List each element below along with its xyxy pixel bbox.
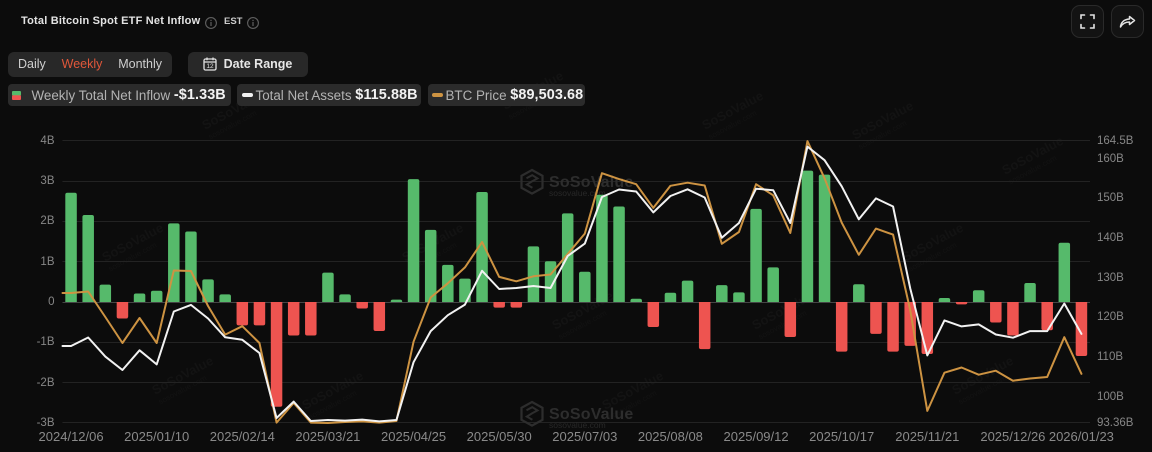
svg-text:SoSoValue: SoSoValue [549,174,634,191]
svg-text:SoSoValue: SoSoValue [549,406,634,423]
svg-text:12: 12 [206,63,214,70]
svg-text:sosovalue.com: sosovalue.com [549,188,606,198]
svg-text:sosovalue.com: sosovalue.com [549,420,606,430]
